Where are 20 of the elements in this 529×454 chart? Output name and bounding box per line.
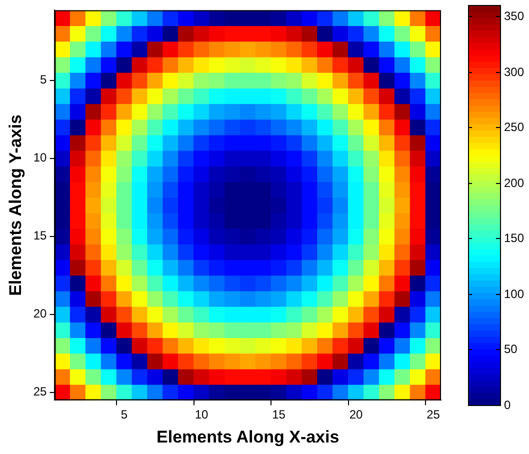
y-axis-title: Elements Along Y-axis: [6, 114, 25, 296]
y-tick-label: 15: [33, 228, 48, 243]
color-bar-label: 100: [504, 286, 524, 301]
x-tick-label: 20: [349, 408, 364, 422]
x-tick-label: 5: [120, 408, 128, 422]
y-tick-label: 20: [33, 306, 48, 321]
y-tick-label: 10: [33, 150, 48, 165]
y-tick-label: 25: [33, 384, 48, 399]
x-tick-label: 15: [272, 408, 286, 422]
color-bar-label: 200: [504, 176, 524, 190]
color-bar-label: 250: [504, 120, 524, 134]
color-bar-label: 150: [504, 230, 524, 245]
color-bar-label: 0: [504, 398, 511, 412]
color-bar-label: 50: [504, 342, 518, 356]
y-tick-label: 5: [40, 72, 48, 87]
x-tick-label: 10: [194, 408, 209, 422]
x-axis-title: Elements Along X-axis: [156, 427, 340, 446]
color-bar-label: 350: [504, 8, 524, 23]
color-bar-label: 300: [504, 64, 524, 79]
x-tick-label: 25: [426, 408, 440, 422]
